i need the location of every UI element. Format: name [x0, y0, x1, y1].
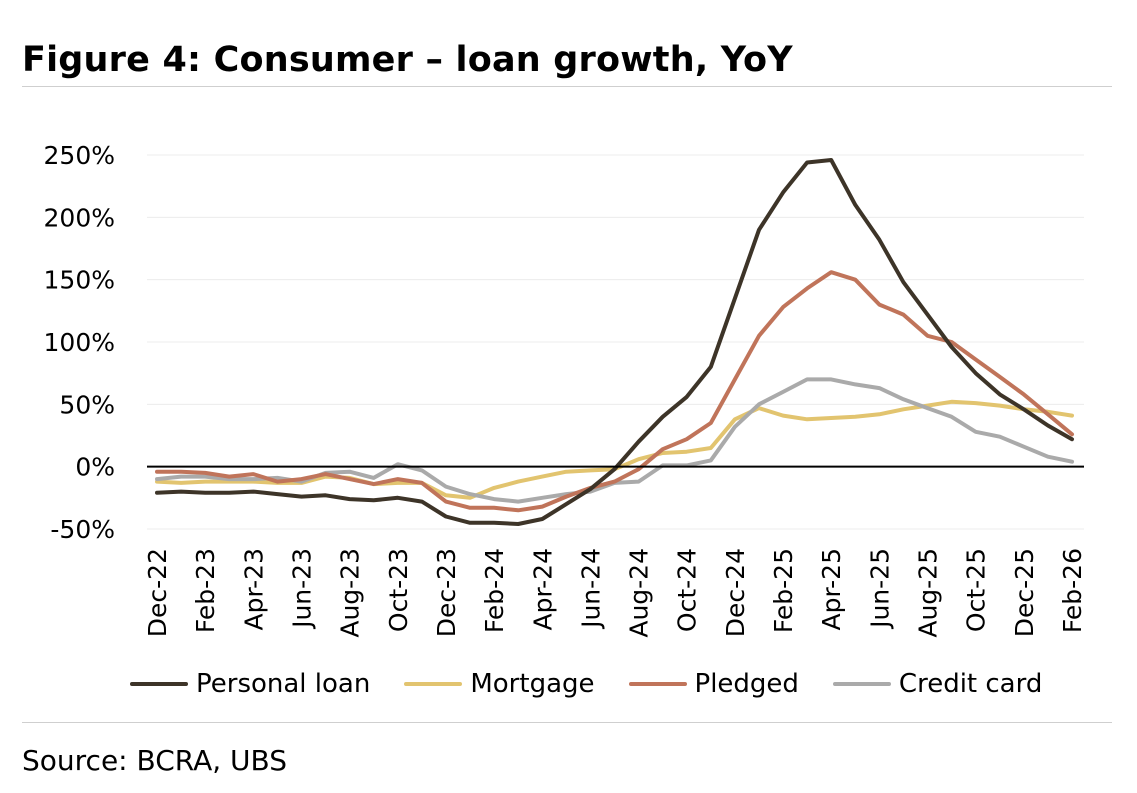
legend-swatch — [130, 682, 188, 686]
x-tick-label: Oct-24 — [673, 548, 702, 632]
y-tick-label: 100% — [44, 328, 115, 357]
y-tick-label: 200% — [44, 203, 115, 232]
x-tick-label: Apr-24 — [528, 548, 557, 630]
x-tick-label: Aug-24 — [625, 548, 654, 638]
x-tick-label: Oct-25 — [962, 548, 991, 632]
x-axis-tick-labels: Dec-22 Feb-23 Apr-23 Jun-23 Aug-23 Oct-23 Dec-… — [143, 548, 1087, 638]
x-tick-label: Dec-22 — [143, 548, 172, 637]
x-tick-label: Feb-24 — [480, 548, 509, 633]
chart-legend: Personal loan Mortgage Pledged Credit card — [130, 664, 1076, 704]
x-tick-label: Jun-24 — [576, 548, 605, 630]
x-tick-label: Feb-25 — [769, 548, 798, 633]
x-tick-label: Dec-25 — [1010, 548, 1039, 637]
x-tick-label: Jun-23 — [287, 548, 316, 630]
x-tick-label: Apr-23 — [239, 548, 268, 630]
x-tick-label: Feb-23 — [191, 548, 220, 633]
x-tick-label: Apr-25 — [817, 548, 846, 630]
title-divider — [22, 86, 1112, 87]
legend-label: Mortgage — [470, 669, 595, 699]
chart-title: Figure 4: Consumer – loan growth, YoY — [22, 40, 793, 80]
legend-swatch — [404, 682, 463, 686]
series-line-personal-loan — [155, 158, 1074, 526]
x-tick-label: Aug-25 — [914, 548, 943, 638]
source-note: Source: BCRA, UBS — [22, 744, 288, 777]
legend-label: Credit card — [898, 669, 1043, 699]
x-tick-label: Oct-23 — [384, 548, 413, 632]
x-tick-label: Aug-23 — [336, 548, 365, 638]
legend-item: Credit card — [832, 669, 1043, 699]
x-tick-label: Feb-26 — [1058, 548, 1087, 633]
y-tick-label: 0% — [75, 453, 115, 482]
x-tick-label: Dec-24 — [721, 548, 750, 637]
series-line-pledged — [155, 270, 1074, 513]
x-tick-label: Jun-25 — [865, 548, 894, 630]
legend-item: Pledged — [628, 669, 799, 699]
y-tick-label: 50% — [59, 390, 115, 419]
legend-item: Personal loan — [130, 669, 370, 699]
legend-item: Mortgage — [404, 669, 595, 699]
y-axis-tick-labels: -50% 0% 50% 100% 150% 200% 250% — [44, 141, 115, 544]
y-tick-label: -50% — [50, 515, 115, 544]
series-lines — [155, 158, 1074, 526]
gridlines — [147, 154, 1084, 530]
y-tick-label: 150% — [44, 266, 115, 295]
legend-swatch — [832, 682, 891, 686]
y-tick-label: 250% — [44, 141, 115, 170]
source-divider — [22, 722, 1112, 723]
legend-swatch — [628, 682, 687, 686]
legend-label: Personal loan — [196, 669, 371, 699]
x-tick-label: Dec-23 — [432, 548, 461, 637]
legend-label: Pledged — [694, 669, 799, 699]
